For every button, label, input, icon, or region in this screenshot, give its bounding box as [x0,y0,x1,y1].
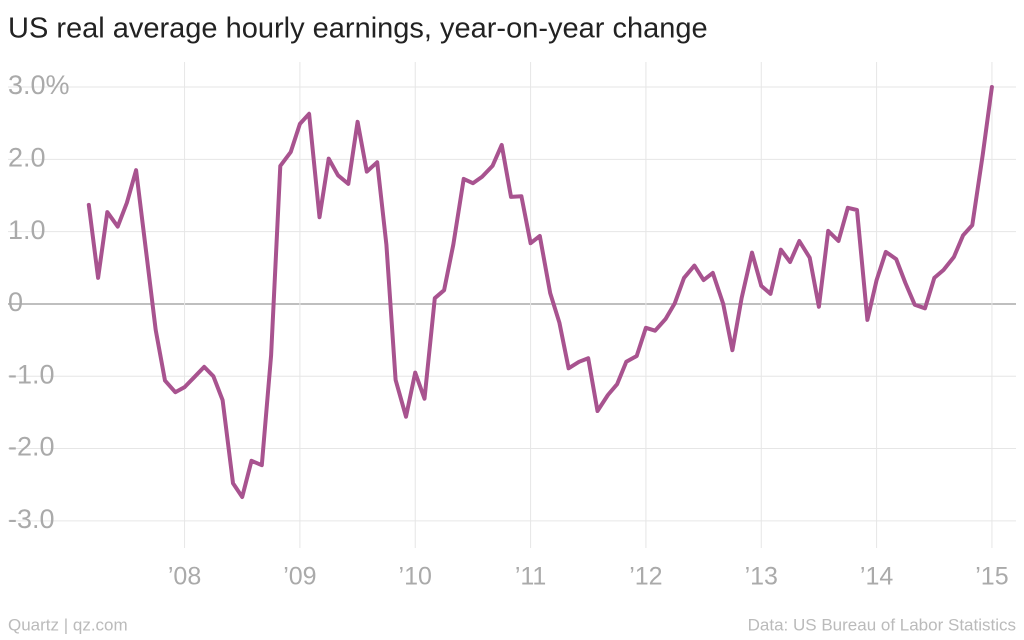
x-tick-label: ’13 [745,563,778,591]
y-tick-label: 0 [8,287,23,317]
x-tick-label: ’09 [283,563,316,591]
x-tick-label: ’11 [515,563,547,591]
y-tick-label: 2.0 [8,142,46,172]
y-tick-label: 1.0 [8,215,46,245]
y-tick-label: -3.0 [8,504,55,534]
x-tick-label: ’08 [168,563,201,591]
x-tick-label: ’15 [975,563,1008,591]
data-line [86,85,994,499]
y-tick-label: -1.0 [8,359,55,389]
source-right: Data: US Bureau of Labor Statistics [748,615,1016,634]
y-tick-label: -2.0 [8,432,55,462]
x-tick-label: ’12 [629,563,662,591]
x-tick-label: ’10 [399,563,432,591]
y-tick-label: 3.0% [8,70,70,100]
chart-title: US real average hourly earnings, year-on… [8,13,708,45]
x-tick-label: ’14 [860,563,893,591]
source-left: Quartz | qz.com [8,615,128,634]
